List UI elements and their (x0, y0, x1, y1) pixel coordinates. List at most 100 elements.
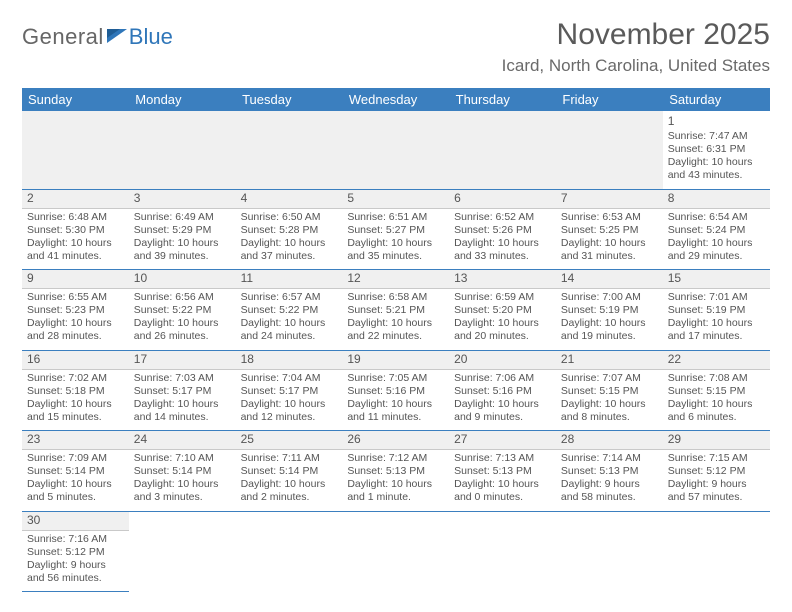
sunrise-text: Sunrise: 6:54 AM (668, 211, 765, 224)
calendar-day-cell: 28Sunrise: 7:14 AMSunset: 5:13 PMDayligh… (556, 431, 663, 512)
calendar-table: SundayMondayTuesdayWednesdayThursdayFrid… (22, 88, 770, 592)
daylight-text: and 6 minutes. (668, 411, 765, 424)
sunrise-text: Sunrise: 7:05 AM (347, 372, 444, 385)
calendar-week-row: 9Sunrise: 6:55 AMSunset: 5:23 PMDaylight… (22, 270, 770, 351)
sunrise-text: Sunrise: 6:50 AM (241, 211, 338, 224)
sunrise-text: Sunrise: 7:12 AM (347, 452, 444, 465)
day-number: 21 (561, 352, 658, 367)
sunset-text: Sunset: 5:14 PM (27, 465, 124, 478)
sunset-text: Sunset: 5:18 PM (27, 385, 124, 398)
daylight-text: Daylight: 10 hours (241, 317, 338, 330)
sunset-text: Sunset: 5:29 PM (134, 224, 231, 237)
daylight-text: Daylight: 10 hours (454, 317, 551, 330)
calendar-day-cell: 25Sunrise: 7:11 AMSunset: 5:14 PMDayligh… (236, 431, 343, 512)
daylight-text: and 29 minutes. (668, 250, 765, 263)
daylight-text: and 35 minutes. (347, 250, 444, 263)
daylight-text: and 58 minutes. (561, 491, 658, 504)
calendar-empty-cell (236, 111, 343, 189)
daylight-text: Daylight: 9 hours (27, 559, 124, 572)
daylight-text: Daylight: 9 hours (561, 478, 658, 491)
calendar-day-cell: 1Sunrise: 7:47 AMSunset: 6:31 PMDaylight… (663, 111, 770, 189)
daylight-text: and 28 minutes. (27, 330, 124, 343)
daylight-text: and 0 minutes. (454, 491, 551, 504)
sunrise-text: Sunrise: 6:48 AM (27, 211, 124, 224)
brand-part1: General (22, 24, 104, 50)
calendar-day-cell: 29Sunrise: 7:15 AMSunset: 5:12 PMDayligh… (663, 431, 770, 512)
day-number: 16 (27, 352, 124, 367)
calendar-empty-cell (129, 511, 236, 592)
sunrise-text: Sunrise: 7:10 AM (134, 452, 231, 465)
calendar-empty-cell (342, 111, 449, 189)
day-number: 28 (561, 432, 658, 447)
day-number: 20 (454, 352, 551, 367)
daylight-text: and 31 minutes. (561, 250, 658, 263)
header-bar: General Blue November 2025 Icard, North … (22, 18, 770, 76)
sunrise-text: Sunrise: 7:09 AM (27, 452, 124, 465)
calendar-empty-cell (22, 111, 129, 189)
day-number: 6 (454, 191, 551, 206)
calendar-empty-cell (556, 511, 663, 592)
sunrise-text: Sunrise: 6:49 AM (134, 211, 231, 224)
day-number: 4 (241, 191, 338, 206)
sunset-text: Sunset: 5:17 PM (241, 385, 338, 398)
daylight-text: and 33 minutes. (454, 250, 551, 263)
daylight-text: Daylight: 10 hours (454, 237, 551, 250)
sunrise-text: Sunrise: 6:59 AM (454, 291, 551, 304)
day-number: 27 (454, 432, 551, 447)
daylight-text: Daylight: 10 hours (668, 398, 765, 411)
title-block: November 2025 Icard, North Carolina, Uni… (502, 18, 770, 76)
location-subtitle: Icard, North Carolina, United States (502, 56, 770, 76)
daylight-text: and 15 minutes. (27, 411, 124, 424)
weekday-header: Friday (556, 88, 663, 111)
calendar-day-cell: 6Sunrise: 6:52 AMSunset: 5:26 PMDaylight… (449, 189, 556, 270)
flag-icon (106, 24, 128, 50)
calendar-day-cell: 24Sunrise: 7:10 AMSunset: 5:14 PMDayligh… (129, 431, 236, 512)
calendar-day-cell: 19Sunrise: 7:05 AMSunset: 5:16 PMDayligh… (342, 350, 449, 431)
day-number: 26 (347, 432, 444, 447)
sunset-text: Sunset: 5:17 PM (134, 385, 231, 398)
calendar-day-cell: 15Sunrise: 7:01 AMSunset: 5:19 PMDayligh… (663, 270, 770, 351)
daylight-text: Daylight: 10 hours (241, 478, 338, 491)
calendar-week-row: 1Sunrise: 7:47 AMSunset: 6:31 PMDaylight… (22, 111, 770, 189)
daylight-text: Daylight: 10 hours (134, 398, 231, 411)
daylight-text: Daylight: 10 hours (347, 237, 444, 250)
sunrise-text: Sunrise: 7:06 AM (454, 372, 551, 385)
calendar-day-cell: 17Sunrise: 7:03 AMSunset: 5:17 PMDayligh… (129, 350, 236, 431)
calendar-week-row: 23Sunrise: 7:09 AMSunset: 5:14 PMDayligh… (22, 431, 770, 512)
day-number: 10 (134, 271, 231, 286)
day-number: 12 (347, 271, 444, 286)
sunset-text: Sunset: 5:25 PM (561, 224, 658, 237)
daylight-text: and 5 minutes. (27, 491, 124, 504)
daylight-text: Daylight: 10 hours (347, 478, 444, 491)
sunset-text: Sunset: 5:21 PM (347, 304, 444, 317)
daylight-text: and 19 minutes. (561, 330, 658, 343)
weekday-header: Monday (129, 88, 236, 111)
day-number: 19 (347, 352, 444, 367)
daylight-text: and 17 minutes. (668, 330, 765, 343)
calendar-day-cell: 14Sunrise: 7:00 AMSunset: 5:19 PMDayligh… (556, 270, 663, 351)
daylight-text: Daylight: 10 hours (561, 237, 658, 250)
calendar-day-cell: 5Sunrise: 6:51 AMSunset: 5:27 PMDaylight… (342, 189, 449, 270)
calendar-day-cell: 30Sunrise: 7:16 AMSunset: 5:12 PMDayligh… (22, 511, 129, 592)
daylight-text: and 41 minutes. (27, 250, 124, 263)
calendar-day-cell: 16Sunrise: 7:02 AMSunset: 5:18 PMDayligh… (22, 350, 129, 431)
sunset-text: Sunset: 5:14 PM (134, 465, 231, 478)
daylight-text: and 3 minutes. (134, 491, 231, 504)
daylight-text: Daylight: 10 hours (454, 398, 551, 411)
calendar-day-cell: 23Sunrise: 7:09 AMSunset: 5:14 PMDayligh… (22, 431, 129, 512)
day-number: 1 (668, 114, 765, 129)
daylight-text: Daylight: 10 hours (561, 398, 658, 411)
sunset-text: Sunset: 5:19 PM (561, 304, 658, 317)
daylight-text: Daylight: 10 hours (134, 237, 231, 250)
calendar-week-row: 2Sunrise: 6:48 AMSunset: 5:30 PMDaylight… (22, 189, 770, 270)
calendar-empty-cell (449, 511, 556, 592)
calendar-day-cell: 21Sunrise: 7:07 AMSunset: 5:15 PMDayligh… (556, 350, 663, 431)
sunrise-text: Sunrise: 6:58 AM (347, 291, 444, 304)
calendar-empty-cell (449, 111, 556, 189)
calendar-day-cell: 13Sunrise: 6:59 AMSunset: 5:20 PMDayligh… (449, 270, 556, 351)
calendar-day-cell: 11Sunrise: 6:57 AMSunset: 5:22 PMDayligh… (236, 270, 343, 351)
calendar-day-cell: 9Sunrise: 6:55 AMSunset: 5:23 PMDaylight… (22, 270, 129, 351)
daylight-text: Daylight: 10 hours (241, 237, 338, 250)
sunrise-text: Sunrise: 7:07 AM (561, 372, 658, 385)
day-number: 24 (134, 432, 231, 447)
